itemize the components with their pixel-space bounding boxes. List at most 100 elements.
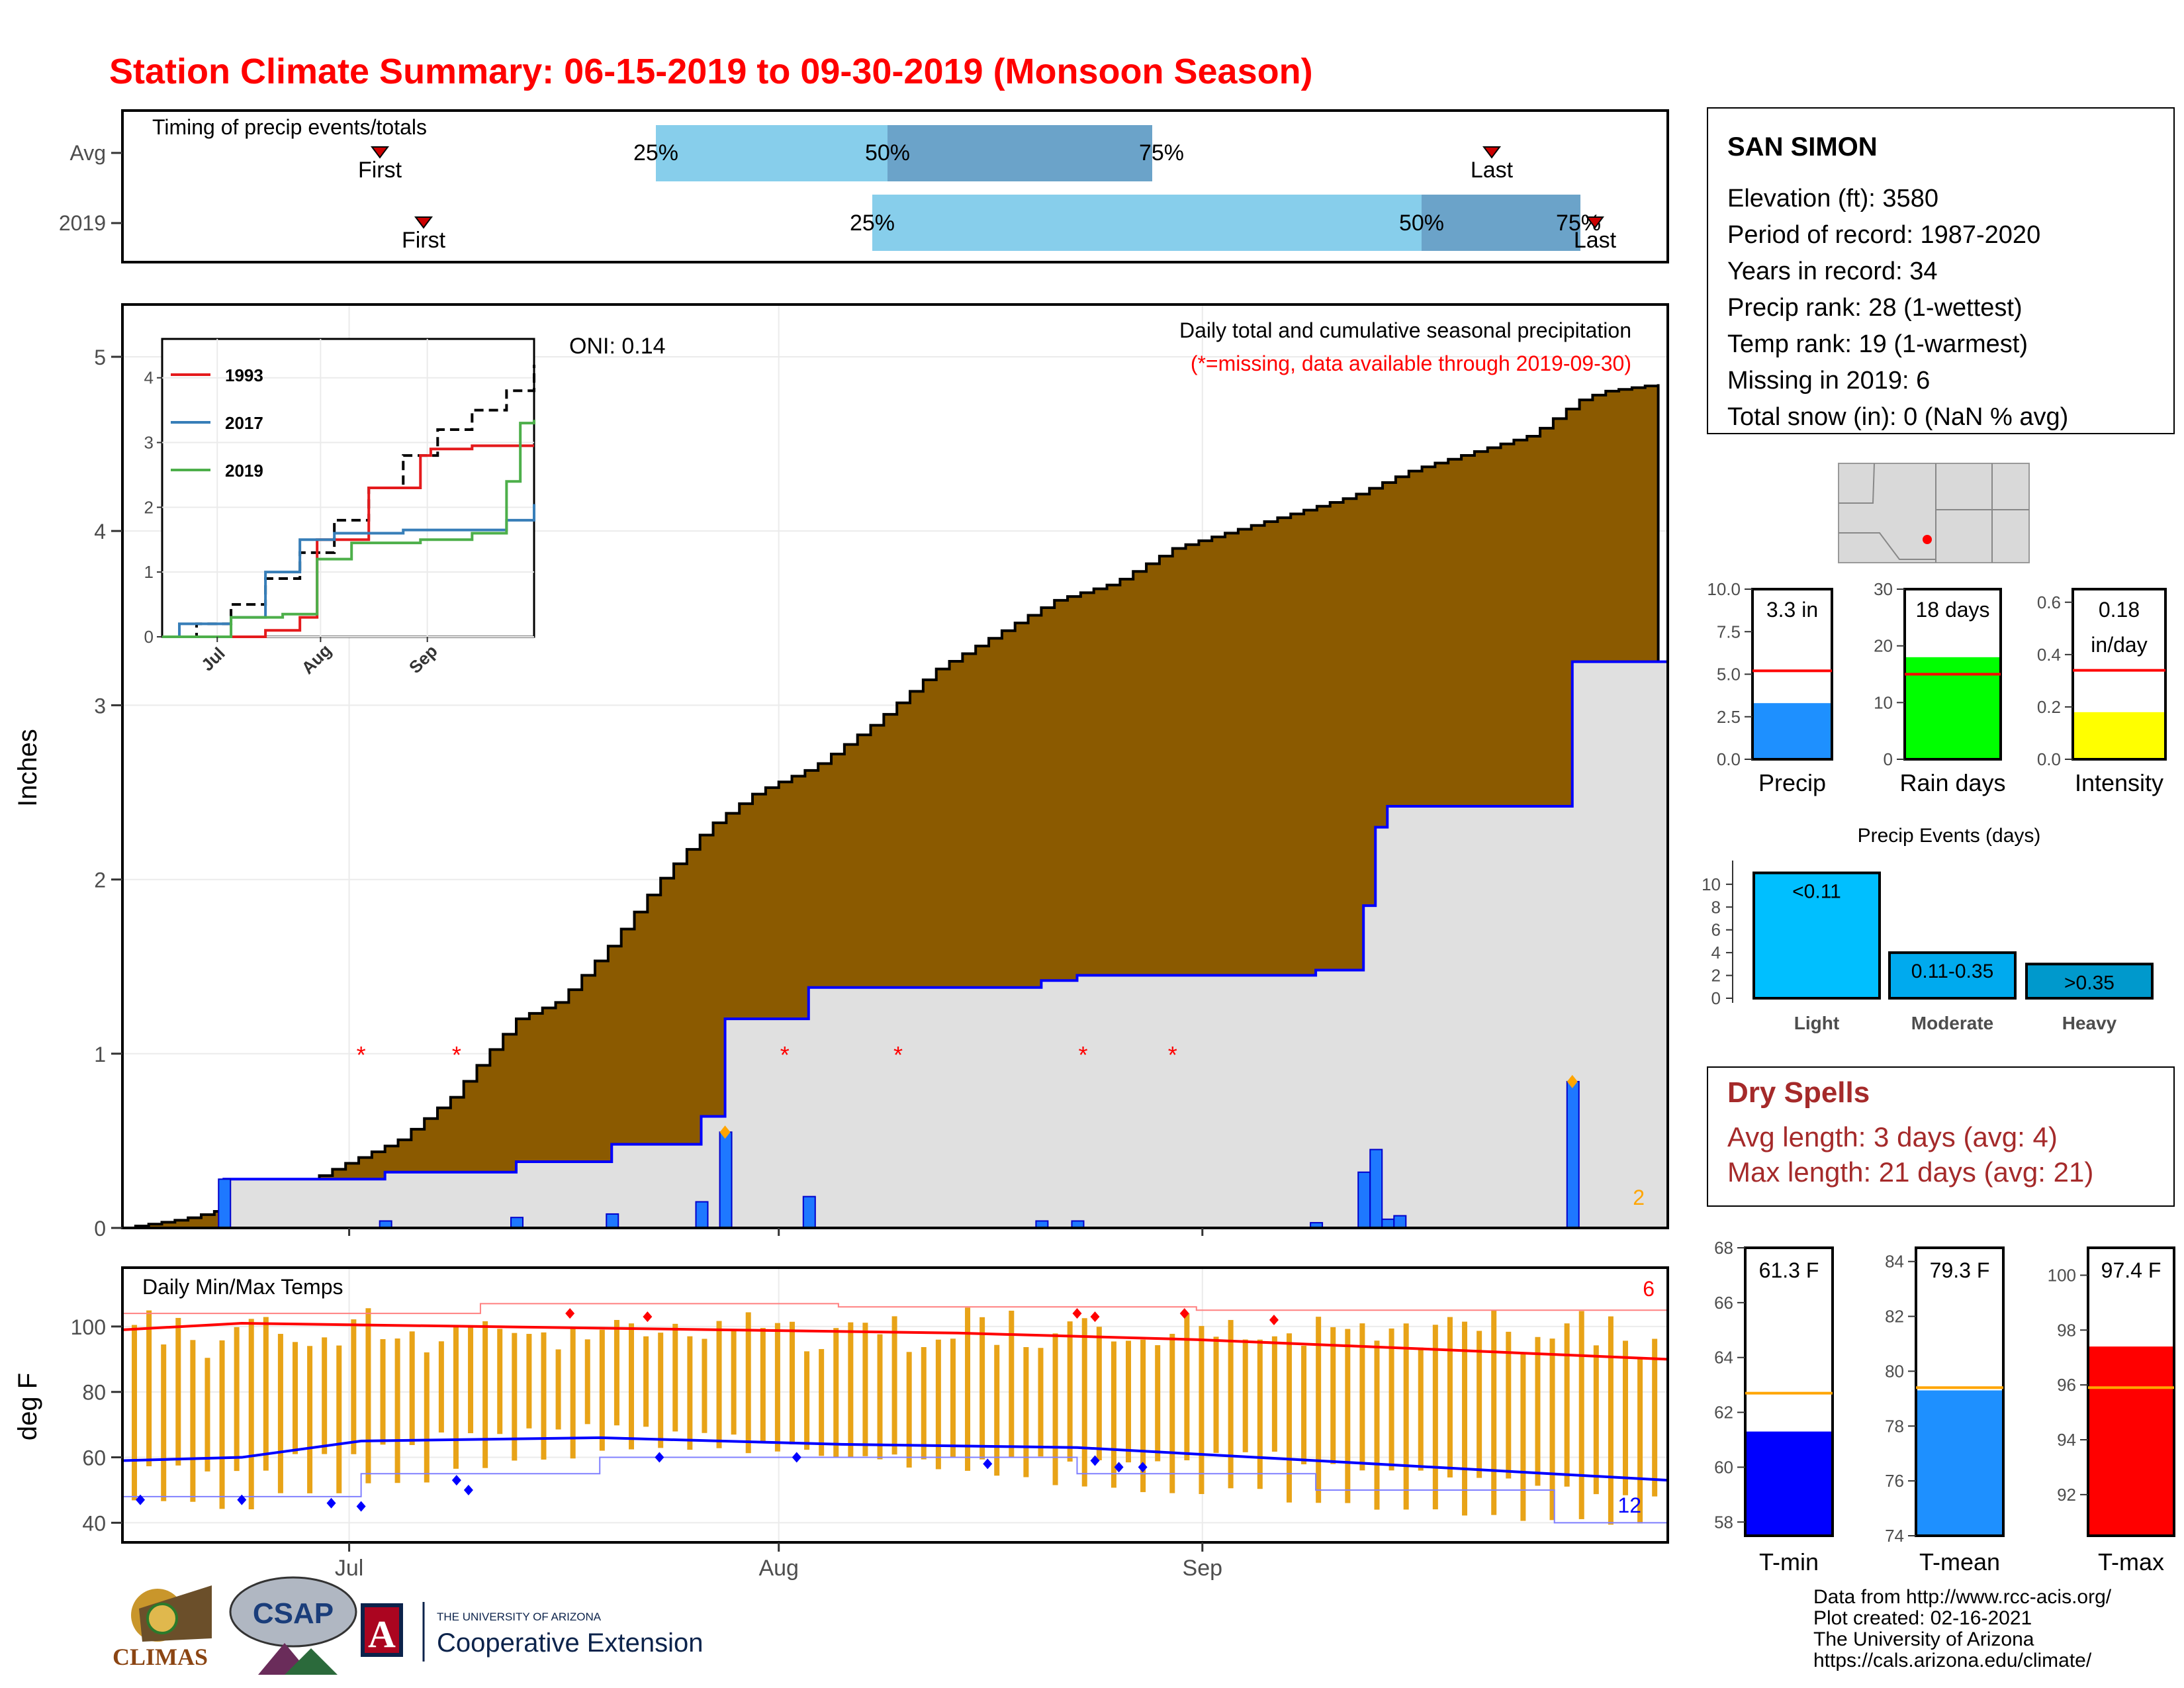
- daily-temp-bar: [658, 1333, 664, 1448]
- temp-y-tick-label: 60: [82, 1446, 106, 1470]
- page-title: Station Climate Summary: 06-15-2019 to 0…: [109, 52, 1313, 91]
- daily-temp-bar: [1228, 1320, 1234, 1489]
- daily-temp-bar: [672, 1323, 678, 1432]
- timing-2019-last: Last: [1574, 228, 1617, 253]
- station-line-5: Temp rank: 19 (1-warmest): [1727, 330, 2028, 358]
- y-tick-label: 4: [94, 520, 106, 543]
- mini-y-tick-label: 0.4: [2037, 645, 2061, 665]
- daily-temp-bar: [1345, 1329, 1351, 1503]
- daily-temp-bar: [161, 1344, 167, 1501]
- daily-temp-bar: [1081, 1318, 1087, 1487]
- timing-avg-last-marker: [1482, 146, 1501, 159]
- daily-temp-bar: [1477, 1331, 1482, 1478]
- temp-mini-y-tick-label: 100: [2048, 1265, 2076, 1285]
- temp-mini-y-tick-label: 92: [2057, 1485, 2076, 1505]
- record-min-marker: [356, 1501, 366, 1512]
- daily-temp-bar: [1549, 1338, 1555, 1521]
- mini-value2-intensity: in/day: [2091, 633, 2147, 657]
- daily-temp-bar: [702, 1338, 707, 1433]
- y-tick-label: 5: [94, 346, 106, 369]
- daily-temp-bar: [512, 1333, 518, 1461]
- mini-y-tick-label: 10: [1874, 692, 1893, 712]
- record-min-marker: [237, 1494, 247, 1505]
- temp-mini-y-tick-label: 58: [1714, 1512, 1733, 1532]
- daily-temp-bar: [687, 1336, 693, 1450]
- daily-temp-bar: [380, 1338, 386, 1445]
- mini-value-intensity: 0.18: [2099, 598, 2140, 622]
- daily-temp-bar: [219, 1340, 225, 1509]
- daily-precip-bar: [1369, 1149, 1383, 1229]
- daily-temp-bar: [438, 1341, 444, 1433]
- inset-series-2019: [162, 420, 535, 638]
- station-location-dot: [1923, 535, 1932, 544]
- daily-temp-bar: [774, 1323, 780, 1452]
- record-max-line: [122, 1303, 1668, 1317]
- dry-max: Max length: 21 days (avg: 21): [1727, 1156, 2093, 1188]
- ua-logo: A THE UNIVERSITY OF ARIZONA Cooperative …: [361, 1602, 703, 1662]
- daily-temp-bar: [584, 1339, 590, 1425]
- daily-temp-bar: [935, 1339, 941, 1470]
- daily-precip-bar: [510, 1217, 524, 1229]
- daily-temp-bar: [526, 1334, 532, 1429]
- temp-ylabel: deg F: [13, 1373, 42, 1440]
- timing-avg-first-marker: [371, 146, 389, 159]
- daily-temp-bar: [1286, 1333, 1292, 1503]
- daily-temp-bar: [1462, 1321, 1468, 1516]
- record-max-marker: [643, 1311, 653, 1323]
- temp-mini-y-tick-label: 66: [1714, 1293, 1733, 1313]
- record-max-marker: [1269, 1315, 1279, 1326]
- timing-title: Timing of precip events/totals: [152, 115, 427, 139]
- daily-temp-bar: [629, 1323, 635, 1450]
- temp-mini-y-tick-label: 78: [1885, 1416, 1904, 1436]
- dry-title: Dry Spells: [1727, 1076, 1870, 1109]
- missing-day-marker: *: [1078, 1041, 1087, 1068]
- temp-mini-bar-tmax: [2088, 1346, 2174, 1536]
- mini-y-tick-label: 5.0: [1717, 665, 1741, 684]
- daily-precip-bar: [218, 1178, 232, 1229]
- station-name: SAN SIMON: [1727, 132, 1878, 162]
- daily-temp-bar: [819, 1348, 825, 1456]
- events-y-tick-label: 10: [1702, 874, 1721, 894]
- daily-temp-bar: [1447, 1317, 1453, 1477]
- daily-temp-bar: [292, 1342, 298, 1454]
- daily-temp-bar: [1052, 1333, 1058, 1485]
- record-min-marker: [326, 1497, 336, 1509]
- record-min-marker: [1138, 1462, 1148, 1473]
- temp-summary-bars: 58 60 62 64 66 68 61.3 F T-min 74 76 78 80 82 84 79.3 …: [1714, 1238, 2175, 1575]
- event-bar-label: 0.11-0.35: [1911, 961, 1994, 982]
- daily-temp-bar: [1199, 1326, 1205, 1494]
- temp-mini-value-tmean: 79.3 F: [1930, 1258, 1990, 1282]
- daily-temp-bar: [804, 1351, 810, 1450]
- daily-precip-bar: [695, 1201, 709, 1229]
- daily-temp-bar: [760, 1328, 766, 1443]
- timing-2019-last-marker: [1586, 216, 1604, 229]
- legend-1993: 1993: [225, 365, 263, 385]
- record-max-marker: [1072, 1308, 1082, 1319]
- daily-temp-bar: [1330, 1327, 1336, 1464]
- missing-note: (*=missing, data available through 2019-…: [1191, 352, 1631, 375]
- daily-temp-bar: [234, 1327, 240, 1472]
- daily-temp-bar: [1491, 1310, 1497, 1515]
- daily-temp-bar: [1271, 1336, 1277, 1452]
- inset-y-tick-label: 0: [144, 627, 154, 647]
- record-min-marker: [451, 1475, 461, 1486]
- inset-y-tick-label: 1: [144, 562, 154, 582]
- daily-temp-bar: [365, 1308, 371, 1483]
- station-line-4: Precip rank: 28 (1-wettest): [1727, 294, 2023, 322]
- daily-temp-bar: [409, 1331, 415, 1445]
- daily-temp-bar: [921, 1347, 927, 1460]
- inset-y-tick-label: 2: [144, 497, 154, 517]
- daily-temp-bar: [1169, 1333, 1175, 1493]
- max-precip-marker: [1567, 1074, 1578, 1088]
- daily-precip-bar: [802, 1196, 816, 1229]
- temp-y-tick-label: 40: [82, 1511, 106, 1535]
- daily-temp-bar: [1622, 1340, 1628, 1495]
- daily-temp-bar: [906, 1352, 912, 1468]
- x-tick-label: Aug: [758, 1556, 799, 1581]
- temp-mini-label-tmax: T-max: [2098, 1548, 2164, 1575]
- daily-temp-bar: [877, 1334, 883, 1460]
- daily-temp-bar: [394, 1338, 400, 1483]
- event-bar-moderate: [1888, 951, 2017, 1000]
- daily-temp-bar: [1140, 1339, 1146, 1493]
